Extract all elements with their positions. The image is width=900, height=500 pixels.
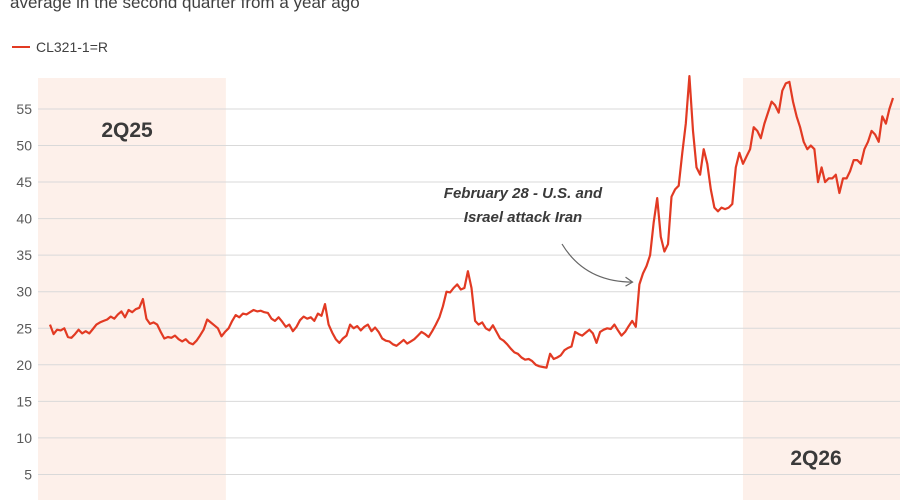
- legend: CL321-1=R: [12, 39, 108, 55]
- y-tick-label-25: 25: [16, 320, 32, 336]
- chart-subtitle: average in the second quarter from a yea…: [10, 0, 360, 12]
- annotation-arrowhead: [625, 276, 634, 287]
- y-tick-label-55: 55: [16, 101, 32, 117]
- y-tick-label-5: 5: [24, 466, 32, 482]
- annotation: February 28 - U.S. and Israel attack Iran: [444, 185, 634, 287]
- legend-label: CL321-1=R: [36, 39, 108, 55]
- annotation-arrow: [561, 243, 633, 283]
- y-tick-label-45: 45: [16, 174, 32, 190]
- band-label-2q25: 2Q25: [101, 119, 153, 142]
- band-label-2q26: 2Q26: [790, 447, 841, 470]
- quarter-bands: 2Q25 2Q26: [38, 78, 900, 500]
- y-tick-label-10: 10: [16, 430, 32, 446]
- y-tick-label-50: 50: [16, 138, 32, 154]
- y-tick-label-30: 30: [16, 284, 32, 300]
- y-tick-label-15: 15: [16, 393, 32, 409]
- annotation-text-line-2: Israel attack Iran: [464, 209, 582, 226]
- annotation-text-line-1: February 28 - U.S. and: [444, 185, 603, 202]
- gridlines: [38, 108, 900, 475]
- y-tick-label-20: 20: [16, 357, 32, 373]
- y-tick-label-40: 40: [16, 211, 32, 227]
- y-tick-label-35: 35: [16, 247, 32, 263]
- legend-swatch: [12, 46, 30, 48]
- band-2q25: [38, 78, 226, 500]
- series-line-cl321: [48, 74, 895, 369]
- series-layer: [48, 74, 895, 369]
- band-2q26: [742, 78, 900, 500]
- y-axis: 5 10 15 20 25 30 35 40 45 50 55: [16, 101, 32, 483]
